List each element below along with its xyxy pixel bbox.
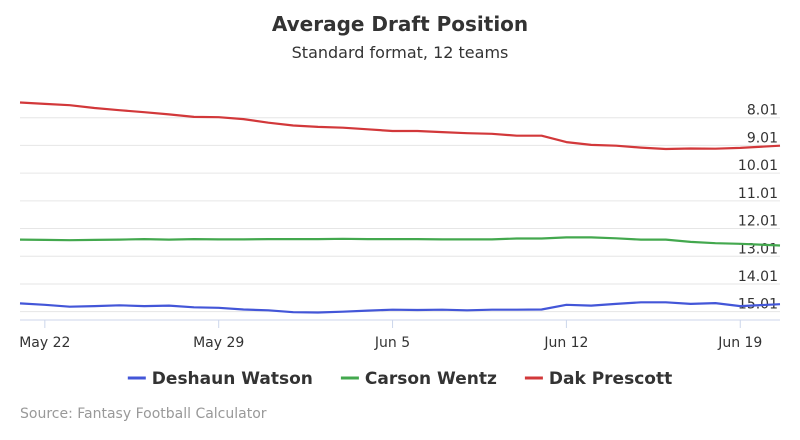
legend-item[interactable]: Deshaun Watson [127, 369, 313, 389]
x-axis: May 22 May 29 Jun 5 Jun 12 Jun 19 [19, 319, 780, 351]
x-tick-label: May 29 [193, 335, 244, 351]
y-tick-label: 10.01 [738, 158, 778, 174]
legend-item[interactable]: Dak Prescott [524, 369, 672, 389]
legend: Deshaun Watson Carson Wentz Dak Prescott [127, 369, 672, 389]
credit-text: Source: Fantasy Football Calculator [20, 406, 267, 422]
y-tick-label: 12.01 [738, 214, 778, 230]
grid-lines [20, 117, 780, 313]
legend-item[interactable]: Carson Wentz [340, 369, 497, 389]
series-line-0 [19, 301, 781, 314]
legend-label: Carson Wentz [365, 369, 497, 389]
y-tick-label: 11.01 [738, 186, 778, 202]
series-line-2 [19, 101, 781, 151]
legend-label: Dak Prescott [549, 369, 672, 389]
series-lines [19, 101, 781, 314]
x-tick-label: Jun 19 [717, 335, 762, 351]
y-tick-label: 8.01 [747, 103, 778, 119]
legend-label: Deshaun Watson [152, 369, 313, 389]
x-tick-label: Jun 12 [543, 335, 588, 351]
series-line-1 [19, 236, 781, 247]
chart-title: Average Draft Position [272, 12, 528, 36]
y-tick-label: 14.01 [738, 269, 778, 285]
y-tick-label: 9.01 [747, 130, 778, 146]
x-tick-label: May 22 [19, 335, 70, 351]
x-tick-label: Jun 5 [374, 335, 410, 351]
chart-subtitle: Standard format, 12 teams [292, 43, 509, 62]
